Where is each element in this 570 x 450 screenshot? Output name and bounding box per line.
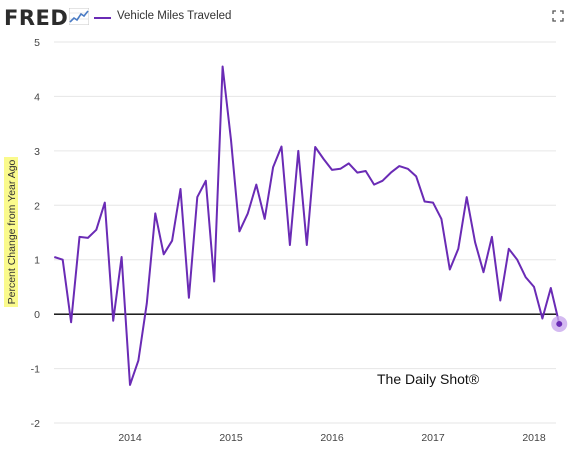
data-point[interactable] [92, 226, 100, 234]
data-point[interactable] [160, 250, 168, 258]
daily-shot-watermark: The Daily Shot® [377, 371, 480, 387]
data-point[interactable] [109, 317, 117, 325]
data-point[interactable] [261, 215, 269, 223]
data-point[interactable] [446, 266, 454, 274]
data-point[interactable] [202, 177, 210, 185]
data-point[interactable] [303, 241, 311, 249]
data-point[interactable] [50, 253, 58, 261]
data-point[interactable] [404, 165, 412, 173]
data-point[interactable] [353, 169, 361, 177]
data-point[interactable] [143, 299, 151, 307]
data-point[interactable] [471, 238, 479, 246]
y-tick-label: 4 [34, 91, 40, 103]
data-point[interactable] [395, 162, 403, 170]
data-point[interactable] [547, 284, 555, 292]
data-point[interactable] [227, 136, 235, 144]
fred-logo-graph-icon [69, 8, 89, 25]
data-point[interactable] [235, 227, 243, 235]
legend-swatch [94, 17, 111, 19]
y-axis-title-text: Percent Change from Year Ago [6, 159, 18, 304]
data-point[interactable] [522, 273, 530, 281]
data-point[interactable] [210, 278, 218, 286]
data-point[interactable] [76, 233, 84, 241]
y-tick-label: 5 [34, 37, 40, 49]
data-point[interactable] [252, 181, 260, 189]
data-point[interactable] [370, 181, 378, 189]
y-tick-label: 2 [34, 200, 40, 212]
data-point[interactable] [219, 63, 227, 71]
data-point[interactable] [294, 147, 302, 155]
x-tick-label: 2018 [522, 432, 546, 444]
x-tick-label: 2017 [421, 432, 445, 444]
chart-header: FRED® Vehicle Miles Traveled [0, 0, 570, 34]
series-line-vehicle-miles-traveled [53, 65, 561, 386]
data-point[interactable] [320, 155, 328, 163]
data-point[interactable] [134, 356, 142, 364]
y-axis-title: Percent Change from Year Ago [4, 157, 18, 307]
y-tick-label: 1 [34, 255, 40, 267]
y-axis-title-highlight [4, 157, 18, 307]
grid-lines [54, 41, 556, 424]
x-tick-label: 2014 [118, 432, 142, 444]
data-point[interactable] [177, 185, 185, 193]
x-tick-label: 2016 [320, 432, 344, 444]
fred-logo-text: FRED [4, 6, 69, 30]
data-point[interactable] [454, 245, 462, 253]
data-point[interactable] [336, 165, 344, 173]
data-point[interactable] [429, 199, 437, 207]
y-tick-label: 3 [34, 146, 40, 158]
data-point[interactable] [505, 245, 513, 253]
data-point[interactable] [463, 193, 471, 201]
data-point[interactable] [538, 315, 546, 323]
data-point[interactable] [530, 283, 538, 291]
data-point[interactable] [101, 199, 109, 207]
data-point[interactable] [496, 297, 504, 305]
data-point[interactable] [151, 209, 159, 217]
y-tick-label: 0 [34, 309, 40, 321]
data-point[interactable] [421, 198, 429, 206]
x-tick-labels: 2014 2015 2016 2017 2018 [118, 432, 546, 444]
data-point[interactable] [328, 166, 336, 174]
data-point[interactable] [311, 143, 319, 151]
data-point[interactable] [278, 143, 286, 151]
data-point[interactable] [437, 215, 445, 223]
data-point[interactable] [379, 177, 387, 185]
y-tick-label: -1 [31, 364, 40, 376]
data-point[interactable] [193, 193, 201, 201]
data-point[interactable] [387, 169, 395, 177]
expand-icon[interactable] [552, 10, 564, 22]
data-point[interactable] [126, 381, 134, 389]
data-point[interactable] [412, 172, 420, 180]
x-tick-label: 2015 [219, 432, 243, 444]
y-tick-label: -2 [31, 418, 40, 430]
data-point[interactable] [269, 163, 277, 171]
data-point[interactable] [286, 241, 294, 249]
data-point[interactable] [345, 159, 353, 167]
data-point[interactable] [488, 233, 496, 241]
legend-label: Vehicle Miles Traveled [117, 10, 232, 22]
data-point[interactable] [67, 318, 75, 326]
data-point[interactable] [362, 167, 370, 175]
y-tick-labels: 5 4 3 2 1 0 -1 -2 [31, 37, 41, 430]
data-point[interactable] [84, 234, 92, 242]
data-point[interactable] [480, 268, 488, 276]
data-point[interactable] [185, 294, 193, 302]
data-point[interactable] [59, 256, 67, 264]
data-point[interactable] [513, 256, 521, 264]
data-point[interactable] [168, 237, 176, 245]
data-point[interactable] [244, 209, 252, 217]
last-point-marker[interactable] [556, 320, 563, 327]
data-point[interactable] [118, 253, 126, 261]
